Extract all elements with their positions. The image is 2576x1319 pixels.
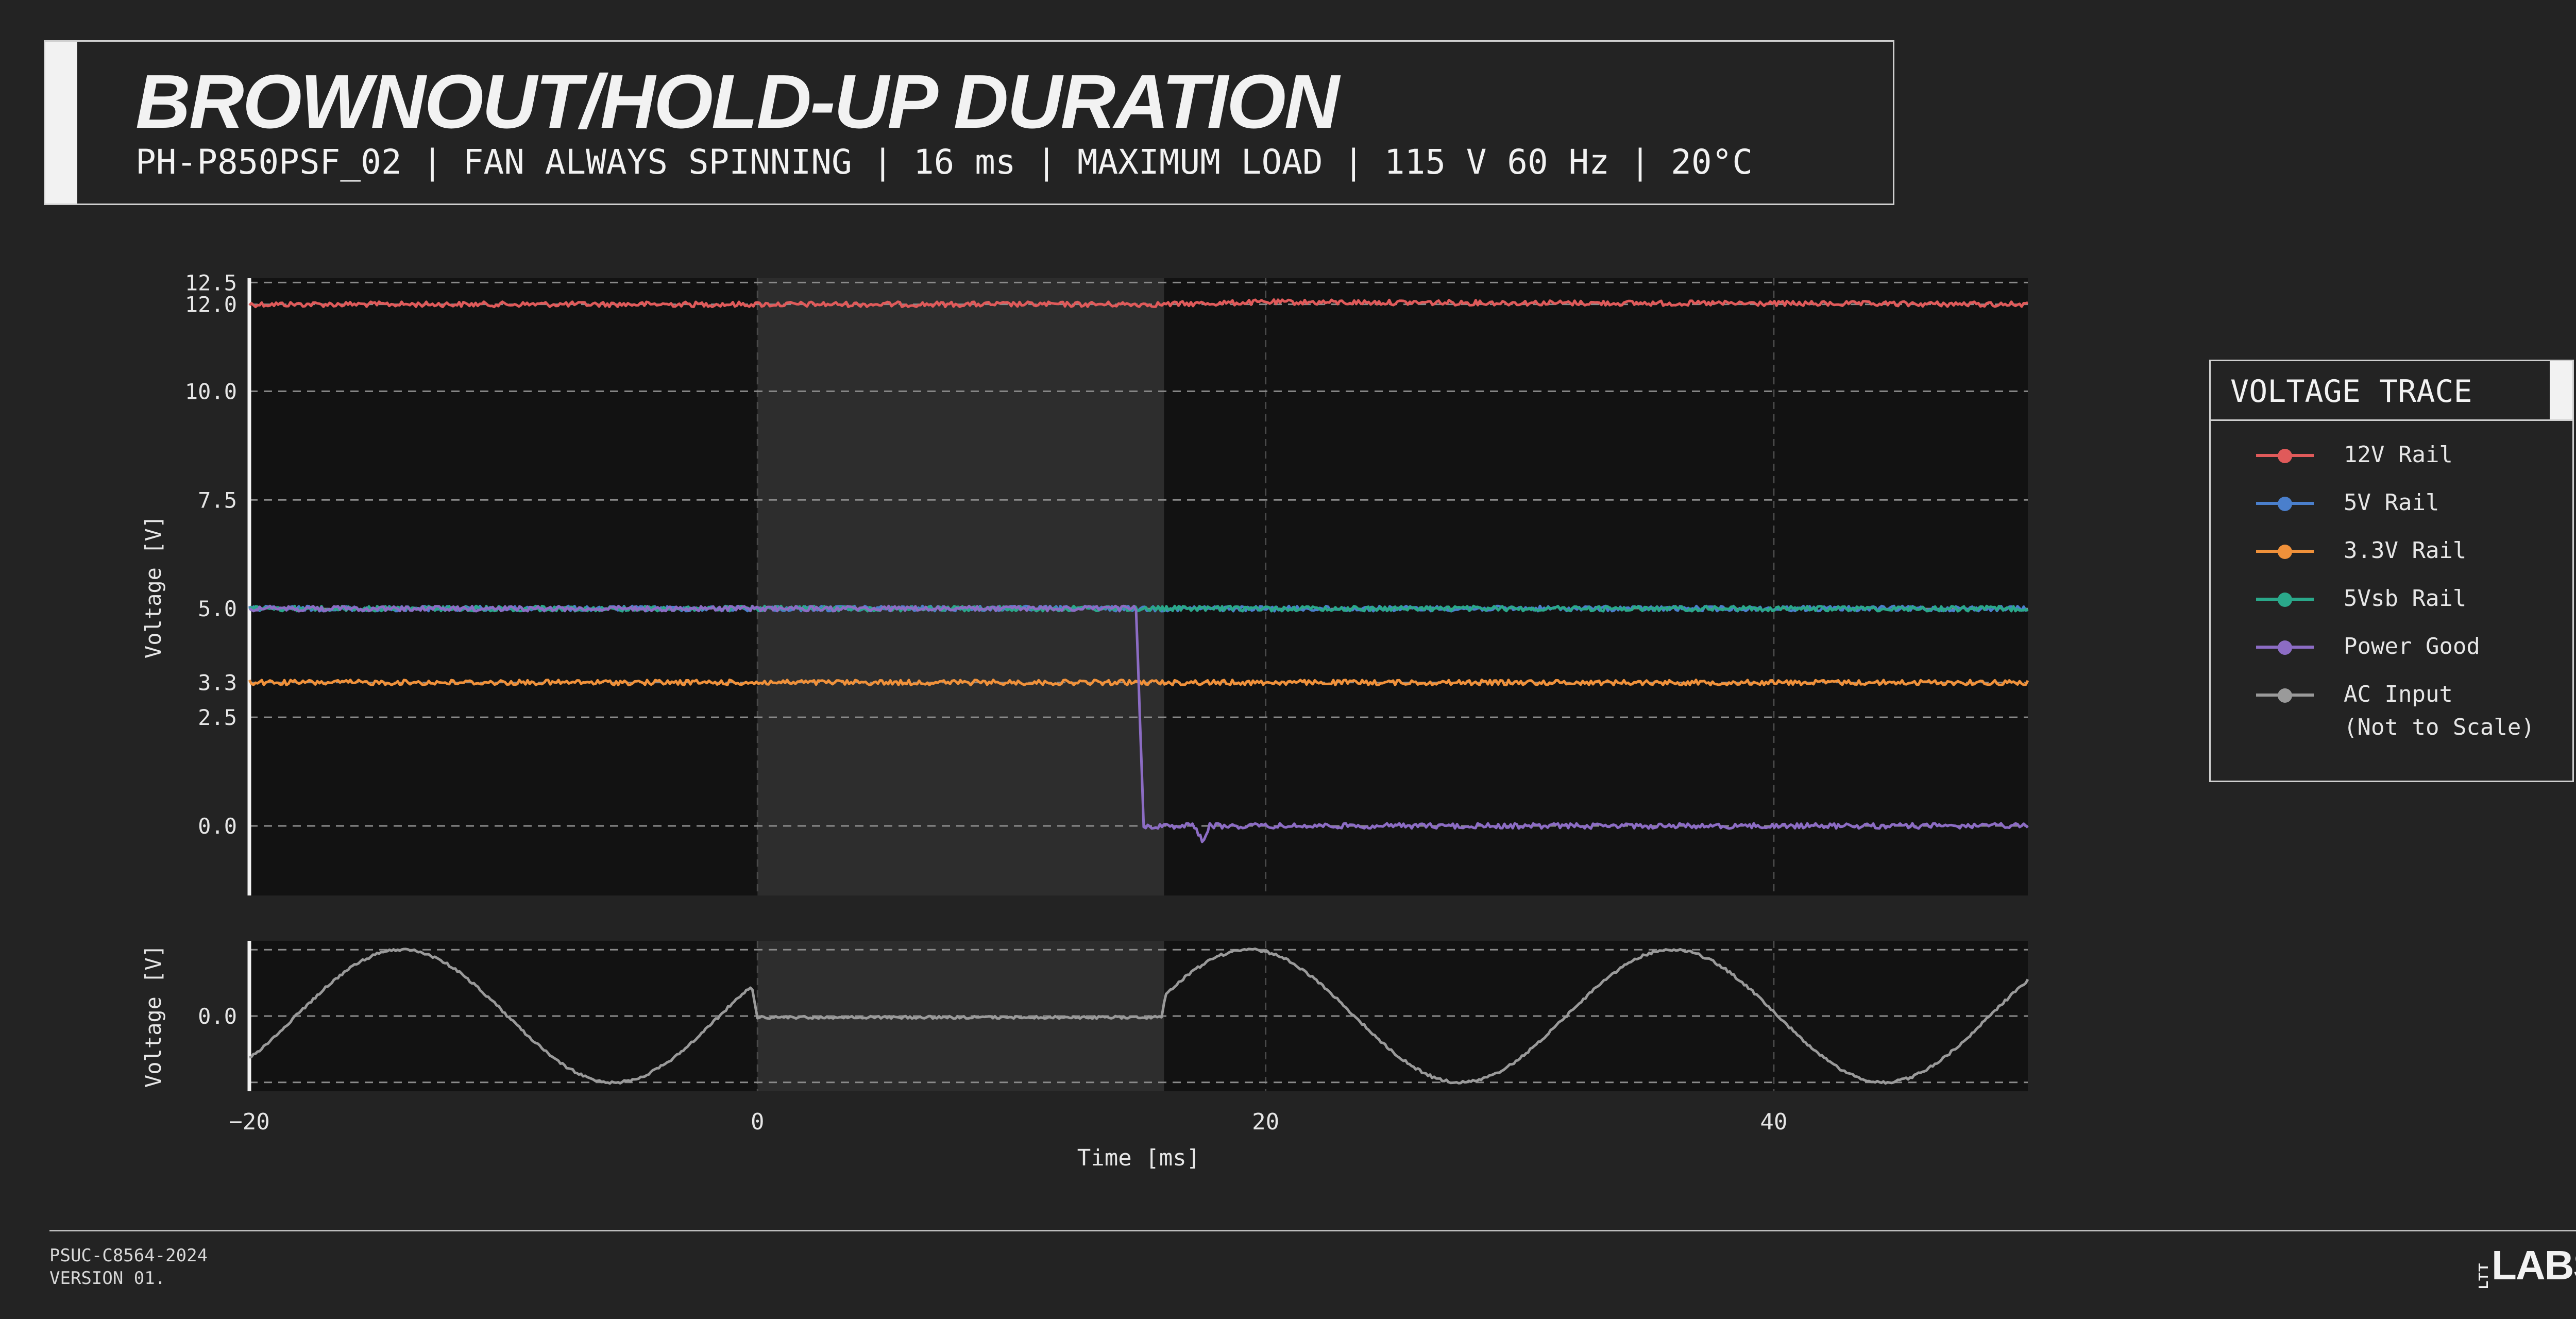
legend-header: VOLTAGE TRACE <box>2211 361 2572 421</box>
y-axis-label-ac: Voltage [V] <box>141 944 166 1088</box>
legend-item-12v: 12V Rail <box>2211 438 2572 486</box>
legend-swatch-5v <box>2256 497 2314 511</box>
y-axis-label-rails: Voltage [V] <box>141 515 166 658</box>
x-tick-label: 40 <box>1760 1109 1787 1135</box>
series-line-12v-rail <box>248 298 2028 309</box>
legend-swatch-ac-input <box>2256 688 2314 703</box>
legend: VOLTAGE TRACE 12V Rail 5V Rail 3.3V Rail… <box>2209 360 2574 782</box>
footer-divider <box>49 1230 2576 1231</box>
y-tick-label-rails: 10.0 <box>185 379 237 404</box>
x-tick-label: 20 <box>1252 1109 1279 1135</box>
y-tick-label-rails: 7.5 <box>198 487 237 513</box>
legend-swatch-5vsb <box>2256 593 2314 607</box>
legend-item-ac-input: AC Input (Not to Scale) <box>2211 678 2572 745</box>
legend-label-5vsb: 5Vsb Rail <box>2344 585 2467 612</box>
y-tick-label-rails: 5.0 <box>198 596 237 621</box>
y-tick-label-ac: 0.0 <box>198 1004 237 1029</box>
x-tick-label: −20 <box>229 1109 269 1135</box>
legend-item-power-good: Power Good <box>2211 630 2572 678</box>
legend-title: VOLTAGE TRACE <box>2230 374 2472 410</box>
report-code: PSUC-C8564-2024 <box>49 1245 208 1266</box>
logo-labs-text: LABS <box>2492 1242 2576 1288</box>
series-line-ac-input-not-to-scale- <box>249 948 2029 1085</box>
legend-swatch-3v3 <box>2256 545 2314 559</box>
legend-label-3v3: 3.3V Rail <box>2344 537 2467 564</box>
logo-ltt-text: LTT <box>2476 1262 2491 1289</box>
legend-item-5v: 5V Rail <box>2211 486 2572 534</box>
footer-code-block: PSUC-C8564-2024 VERSION 01. <box>49 1244 208 1290</box>
legend-swatch-power-good <box>2256 640 2314 655</box>
legend-accent-tab <box>2550 361 2572 419</box>
series-line-power-good <box>248 604 2029 843</box>
y-tick-label-rails: 12.0 <box>185 292 237 317</box>
title-accent-bar <box>45 42 77 204</box>
legend-list: 12V Rail 5V Rail 3.3V Rail 5Vsb Rail Pow… <box>2211 438 2572 745</box>
y-tick-label-rails: 0.0 <box>198 814 237 839</box>
page-title: BROWNOUT/HOLD-UP DURATION <box>135 59 1340 144</box>
legend-label-power-good: Power Good <box>2344 633 2480 660</box>
legend-swatch-12v <box>2256 449 2314 463</box>
y-tick-label-rails: 12.5 <box>185 270 237 295</box>
legend-item-3v3: 3.3V Rail <box>2211 534 2572 582</box>
legend-label-5v: 5V Rail <box>2344 489 2439 516</box>
legend-label-12v: 12V Rail <box>2344 442 2453 468</box>
page-subtitle: PH-P850PSF_02 | FAN ALWAYS SPINNING | 16… <box>135 142 1753 182</box>
report-version: VERSION 01. <box>49 1268 166 1289</box>
ltt-labs-logo: LTTLABS <box>2476 1242 2576 1289</box>
legend-item-5vsb: 5Vsb Rail <box>2211 582 2572 630</box>
legend-label-ac-input: AC Input (Not to Scale) <box>2344 681 2535 740</box>
title-box: BROWNOUT/HOLD-UP DURATION PH-P850PSF_02 … <box>44 40 1894 205</box>
y-tick-label-rails: 2.5 <box>198 705 237 730</box>
holdup-region-rails <box>757 278 1164 895</box>
y-tick-label-rails: 3.3 <box>198 670 237 696</box>
x-tick-label: 0 <box>751 1109 765 1135</box>
x-axis-label: Time [ms] <box>1077 1145 1200 1171</box>
